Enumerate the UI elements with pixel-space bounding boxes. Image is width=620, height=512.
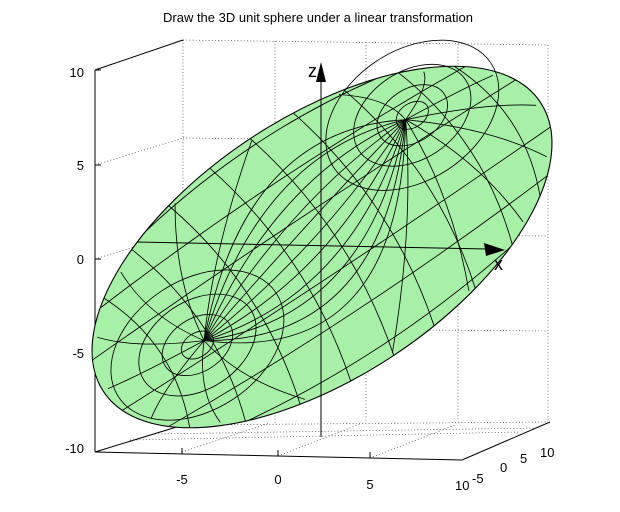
grid-line bbox=[129, 431, 521, 441]
mesh-line bbox=[209, 167, 352, 382]
z-tick-label: 0 bbox=[77, 252, 84, 267]
grid-line bbox=[94, 137, 184, 166]
mesh-line bbox=[405, 71, 426, 120]
z-ticks: 10 5 0 -5 -10 bbox=[65, 65, 84, 456]
chart-title: Draw the 3D unit sphere under a linear t… bbox=[163, 10, 473, 25]
mesh-line bbox=[99, 66, 466, 309]
x-arrowhead bbox=[484, 243, 505, 256]
mesh-line bbox=[391, 119, 409, 354]
mesh-line bbox=[376, 84, 448, 147]
grid-line bbox=[182, 39, 549, 46]
mesh-line bbox=[107, 340, 205, 390]
mesh-line bbox=[338, 94, 406, 120]
mesh-line bbox=[168, 205, 301, 405]
mesh-line bbox=[203, 119, 406, 341]
box-edge bbox=[461, 421, 551, 461]
x-ticks: -5 0 5 bbox=[176, 472, 373, 492]
y-tick-label: 10 bbox=[540, 445, 554, 460]
mesh-line bbox=[97, 336, 205, 345]
mesh-line bbox=[405, 119, 470, 291]
mesh-line bbox=[203, 119, 406, 341]
mesh-line bbox=[145, 78, 377, 232]
x-tick-label: 0 bbox=[274, 472, 281, 487]
z-axis-label: z bbox=[308, 61, 317, 81]
mesh-line bbox=[398, 72, 513, 245]
mesh-line bbox=[150, 340, 205, 419]
grid-line bbox=[181, 422, 271, 453]
mesh-line bbox=[161, 314, 234, 377]
x-tick-label: 5 bbox=[366, 477, 373, 492]
box-edge bbox=[94, 424, 184, 453]
mesh-line bbox=[174, 203, 205, 341]
z-tick-label: -5 bbox=[72, 346, 84, 361]
mesh-line bbox=[131, 249, 246, 422]
z-axis-arrow: z bbox=[308, 61, 326, 437]
mesh-line bbox=[395, 100, 429, 130]
mesh-line bbox=[203, 119, 407, 342]
mesh-line bbox=[203, 140, 253, 341]
z-tick-label: 10 bbox=[70, 65, 84, 80]
mesh-line bbox=[168, 175, 548, 427]
mesh-line bbox=[122, 126, 551, 411]
mesh-line bbox=[138, 293, 257, 397]
mesh-line bbox=[405, 104, 537, 121]
mesh-line bbox=[202, 340, 221, 423]
y-tick-label: 10 bbox=[455, 478, 469, 493]
mesh-line bbox=[249, 138, 395, 356]
mesh-line bbox=[103, 297, 191, 428]
grid-line bbox=[277, 423, 361, 457]
mesh-line bbox=[405, 119, 524, 223]
y-ticks: 10 -5 0 5 10 bbox=[455, 445, 554, 493]
mesh-line bbox=[110, 269, 285, 421]
ellipsoid-surface bbox=[91, 39, 553, 429]
mesh-line bbox=[180, 330, 214, 360]
mesh-line bbox=[343, 89, 476, 289]
x-axis-arrow: x bbox=[136, 241, 505, 274]
mesh-line bbox=[353, 63, 472, 167]
z-tick-label: -10 bbox=[65, 441, 84, 456]
box-edge bbox=[94, 39, 184, 71]
box-edges bbox=[94, 39, 551, 461]
mesh-line bbox=[204, 119, 407, 342]
x-tick-label: -5 bbox=[176, 472, 188, 487]
mesh-line bbox=[204, 119, 407, 344]
mesh-line bbox=[405, 75, 494, 121]
surface-mesh bbox=[92, 39, 551, 428]
mesh-line bbox=[292, 112, 435, 326]
y-tick-label: 5 bbox=[520, 451, 527, 466]
grid-line bbox=[182, 421, 549, 426]
z-arrowhead bbox=[316, 62, 326, 82]
z-tick-label: 5 bbox=[77, 158, 84, 173]
mesh-line bbox=[203, 119, 406, 341]
y-tick-label: -5 bbox=[472, 471, 484, 486]
grid-line bbox=[154, 427, 536, 435]
mesh-line bbox=[453, 65, 541, 196]
mesh-line bbox=[248, 246, 511, 421]
y-tick-label: 0 bbox=[500, 460, 507, 475]
mesh-line bbox=[203, 340, 306, 400]
mesh-line bbox=[92, 79, 516, 361]
x-axis-label: x bbox=[494, 254, 503, 274]
grid-line bbox=[369, 424, 456, 459]
mesh-line bbox=[325, 39, 500, 191]
mesh-line bbox=[203, 119, 406, 341]
mesh-line bbox=[405, 119, 547, 158]
mesh-line bbox=[120, 271, 205, 342]
